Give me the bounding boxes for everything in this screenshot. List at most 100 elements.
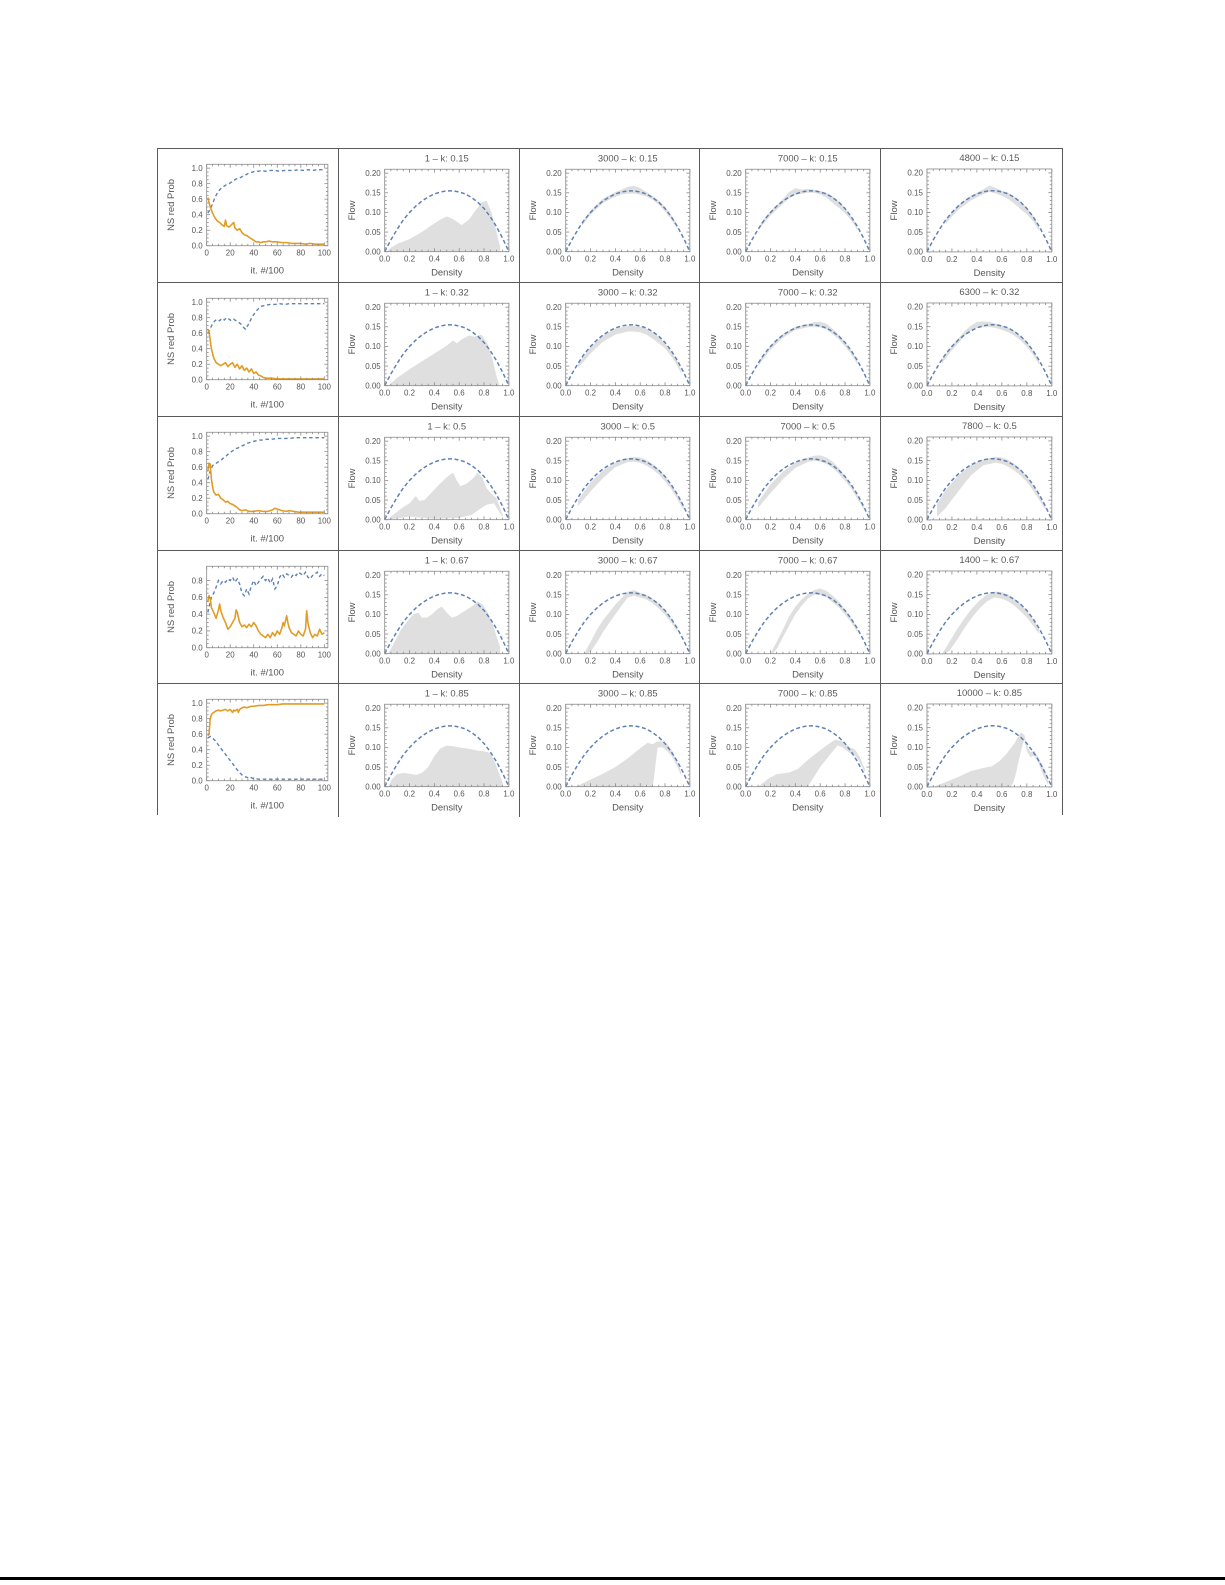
y-tick-label: 0.10 xyxy=(546,208,562,217)
plot-frame xyxy=(384,436,510,520)
y-tick-label: 0.20 xyxy=(727,704,743,713)
flow-plot-title: 6300 – k: 0.32 xyxy=(960,287,1020,298)
fundamental-diagram-curve xyxy=(564,190,691,253)
flow-region xyxy=(942,591,1040,654)
x-tick-label: 0.8 xyxy=(659,522,671,531)
flow-axis-label: Flow xyxy=(889,736,900,756)
y-tick-label: 0.20 xyxy=(365,704,381,713)
density-axis-label: Density xyxy=(431,267,463,278)
y-tick-label: 0.05 xyxy=(365,362,381,371)
fundamental-diagram-curve xyxy=(926,323,1053,387)
x-tick-label: 60 xyxy=(273,383,282,392)
plot-frame xyxy=(745,168,871,253)
y-tick-label: 0.10 xyxy=(546,610,562,619)
y-tick-label: 0.05 xyxy=(546,629,562,638)
x-tick-label: 0.6 xyxy=(453,388,465,397)
flow-region xyxy=(937,456,1046,517)
x-tick-label: 40 xyxy=(249,383,258,392)
flow-axis-label: Flow xyxy=(346,200,357,220)
y-tick-label: 0.05 xyxy=(908,496,924,505)
y-tick-label: 0.10 xyxy=(908,610,924,619)
grid-cell: 0.0 0.2 0.4 0.6 0.8 1.0 0.00 0.05 0.10 0.15 0.20 30… xyxy=(519,282,701,417)
flow-region xyxy=(386,200,500,252)
grid-cell: 0.0 0.2 0.4 0.6 0.8 1.0 0.00 0.05 0.10 0.15 0.20 30… xyxy=(519,416,701,551)
flow-axis-label: Flow xyxy=(889,602,900,622)
x-tick-label: 0.8 xyxy=(478,790,490,799)
plot-frame xyxy=(384,302,510,386)
y-tick-label: 1.0 xyxy=(192,164,204,173)
fundamental-diagram-curve xyxy=(564,457,691,520)
x-tick-label: 0.4 xyxy=(609,255,621,264)
y-tick-label: 0.05 xyxy=(546,496,562,505)
x-tick-label: 0.2 xyxy=(765,255,777,264)
x-tick-label: 0.0 xyxy=(379,255,391,264)
y-tick-label: 1.0 xyxy=(192,298,204,307)
prob-plot: 0 20 40 60 80 100 0.0 0.2 0.4 0.6 0.8 1.0 it. #/100 N… xyxy=(165,163,332,276)
y-tick-label: 0.8 xyxy=(192,715,204,724)
flow-plot-title: 3000 – k: 0.85 xyxy=(598,688,658,699)
y-tick-label: 1.0 xyxy=(192,432,204,441)
x-tick-label: 0.6 xyxy=(634,522,646,531)
fundamental-diagram-curve xyxy=(383,591,510,654)
x-tick-label: 1.0 xyxy=(865,656,877,665)
grid-cell: 0 20 40 60 80 100 0.0 0.2 0.4 0.6 0.8 1.0 it. #/100 N… xyxy=(158,416,339,551)
x-tick-label: 100 xyxy=(318,249,332,258)
iteration-axis-label: it. #/100 xyxy=(251,398,285,409)
y-tick-label: 0.20 xyxy=(908,436,924,445)
x-tick-label: 0.0 xyxy=(379,790,391,799)
y-tick-label: 0.05 xyxy=(365,496,381,505)
flow-region xyxy=(386,472,503,520)
flow-region xyxy=(577,456,684,510)
x-tick-label: 0.4 xyxy=(972,255,984,264)
y-tick-label: 0.15 xyxy=(546,322,562,331)
x-tick-label: 0.2 xyxy=(765,656,777,665)
x-tick-label: 0.2 xyxy=(585,255,597,264)
x-tick-label: 0.4 xyxy=(429,656,441,665)
flow-region xyxy=(577,325,681,374)
flow-axis-label: Flow xyxy=(707,736,718,756)
density-axis-label: Density xyxy=(612,267,644,278)
fundamental-diagram-curve xyxy=(383,323,510,386)
prob-plot: 0 20 40 60 80 100 0.0 0.2 0.4 0.6 0.8 1.0 it. #/100 N… xyxy=(165,297,332,409)
y-tick-label: 0.05 xyxy=(546,362,562,371)
x-tick-label: 0.8 xyxy=(478,656,490,665)
iteration-axis-label: it. #/100 xyxy=(251,532,285,543)
plot-frame xyxy=(926,302,1053,387)
y-tick-label: 0.15 xyxy=(908,188,924,197)
flow-plot: 0.0 0.2 0.4 0.6 0.8 1.0 0.00 0.05 0.10 0.15 0.20 1 … xyxy=(346,152,515,278)
y-tick-label: 0.20 xyxy=(546,169,562,178)
x-tick-label: 0.4 xyxy=(790,790,802,799)
fundamental-diagram-curve xyxy=(745,591,871,654)
x-tick-label: 0.4 xyxy=(972,656,984,665)
flow-plot-title: 7800 – k: 0.5 xyxy=(962,421,1017,432)
x-tick-label: 0.2 xyxy=(765,790,777,799)
fundamental-diagram-curve xyxy=(745,725,871,788)
x-tick-label: 0.4 xyxy=(972,790,984,799)
flow-plot: 0.0 0.2 0.4 0.6 0.8 1.0 0.00 0.05 0.10 0.15 0.20 70… xyxy=(707,554,877,679)
fundamental-diagram-curve xyxy=(383,457,510,520)
x-tick-label: 0 xyxy=(204,650,209,659)
x-tick-label: 0.4 xyxy=(790,522,802,531)
x-tick-label: 1.0 xyxy=(503,656,515,665)
flow-axis-label: Flow xyxy=(707,200,718,220)
x-tick-label: 0.6 xyxy=(453,790,465,799)
y-tick-label: 0.05 xyxy=(727,496,743,505)
flow-plot-title: 3000 – k: 0.15 xyxy=(598,152,658,163)
y-tick-label: 0.00 xyxy=(908,382,924,391)
x-tick-label: 20 xyxy=(226,784,235,793)
y-tick-label: 0.10 xyxy=(727,208,743,217)
x-tick-label: 0.0 xyxy=(379,656,391,665)
y-tick-label: 0.00 xyxy=(365,247,381,256)
y-tick-label: 0.20 xyxy=(727,571,743,580)
flow-plot: 0.0 0.2 0.4 0.6 0.8 1.0 0.00 0.05 0.10 0.15 0.20 48… xyxy=(889,153,1058,279)
x-tick-label: 1.0 xyxy=(684,388,696,397)
x-tick-label: 0.0 xyxy=(379,388,391,397)
y-tick-label: 0.15 xyxy=(365,322,381,331)
x-tick-label: 0 xyxy=(204,516,209,525)
y-tick-label: 0.4 xyxy=(192,609,204,618)
y-tick-label: 0.20 xyxy=(727,169,743,178)
ns-red-prob-axis-label: NS red Prob xyxy=(165,447,176,499)
x-tick-label: 0.4 xyxy=(609,790,621,799)
prob-plot: 0 20 40 60 80 100 0.0 0.2 0.4 0.6 0.8 1.0 it. #/100 N… xyxy=(165,431,332,543)
y-tick-label: 0.20 xyxy=(908,169,924,178)
